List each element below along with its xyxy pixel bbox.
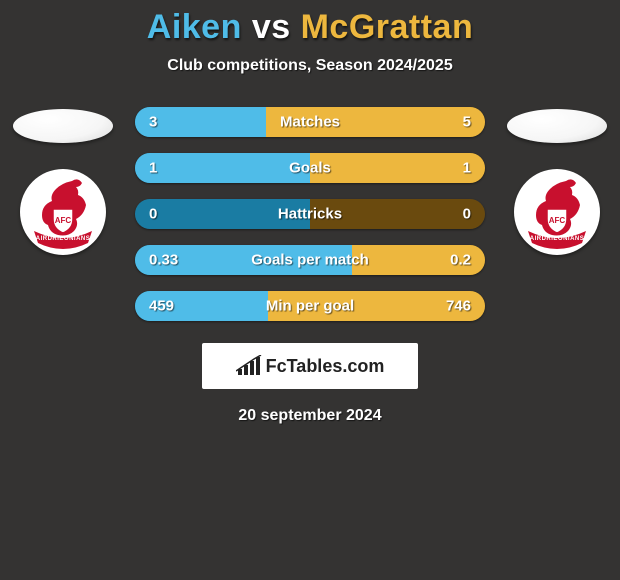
stat-bar: 11Goals xyxy=(135,153,485,183)
left-side xyxy=(13,103,113,255)
player2-photo-placeholder xyxy=(507,109,607,143)
vs-separator: vs xyxy=(252,8,291,46)
brand-text: FcTables.com xyxy=(266,356,385,377)
stat-label: Goals xyxy=(135,160,485,177)
date-label: 20 september 2024 xyxy=(238,407,381,425)
stat-bar: 459746Min per goal xyxy=(135,291,485,321)
stat-label: Matches xyxy=(135,114,485,131)
stats-bars: 35Matches 11Goals 00Hattricks 0.330.2Goals … xyxy=(135,103,485,321)
stat-label: Hattricks xyxy=(135,206,485,223)
player1-club-crest xyxy=(20,169,106,255)
stat-bar: 0.330.2Goals per match xyxy=(135,245,485,275)
comparison-title: Aiken vs McGrattan xyxy=(147,8,473,47)
stat-bar: 35Matches xyxy=(135,107,485,137)
stat-bar: 00Hattricks xyxy=(135,199,485,229)
player1-photo-placeholder xyxy=(13,109,113,143)
right-side xyxy=(507,103,607,255)
player1-name: Aiken xyxy=(147,8,242,46)
player2-name: McGrattan xyxy=(301,8,474,46)
stat-label: Goals per match xyxy=(135,252,485,269)
main-row: 35Matches 11Goals 00Hattricks 0.330.2Goals … xyxy=(0,103,620,321)
brand-badge: FcTables.com xyxy=(202,343,418,389)
stat-label: Min per goal xyxy=(135,298,485,315)
brand-chart-icon xyxy=(236,355,262,377)
comparison-card: Aiken vs McGrattan Club competitions, Se… xyxy=(0,0,620,425)
player2-club-crest xyxy=(514,169,600,255)
subtitle: Club competitions, Season 2024/2025 xyxy=(167,57,452,75)
